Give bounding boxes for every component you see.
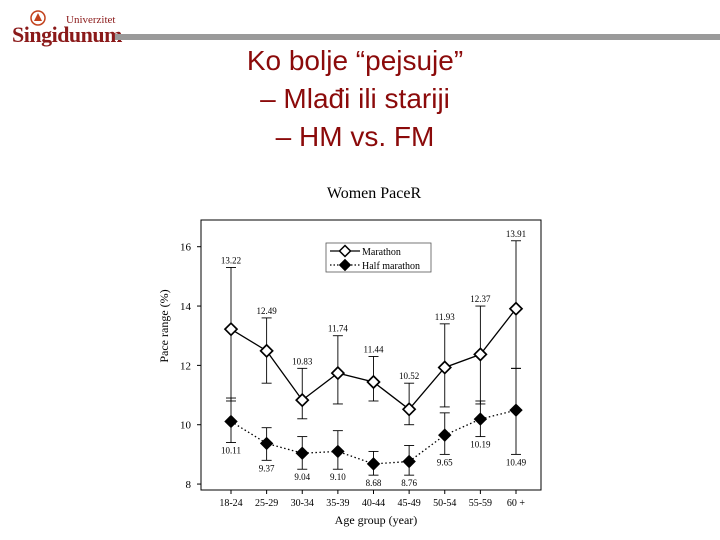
marathon-data-label: 11.74 — [328, 324, 348, 334]
slide-title-line-1: Ko bolje “pejsuje” — [246, 45, 464, 76]
y-axis-label: Pace range (%) — [157, 289, 171, 362]
marathon-point — [223, 321, 239, 337]
half-marathon-point — [366, 457, 381, 471]
marathon-data-label: 11.44 — [364, 344, 384, 354]
university-emblem-icon — [30, 10, 46, 26]
y-tick-label: 16 — [180, 242, 192, 254]
x-tick-label: 35-39 — [326, 498, 349, 509]
chart-legend: Marathon Half marathon — [325, 242, 432, 273]
marathon-point — [508, 301, 524, 316]
slide-title-line-3: – HM vs. FM — [275, 121, 435, 152]
half-marathon-point — [295, 446, 309, 460]
half-marathon-data-label: 10.19 — [470, 440, 491, 450]
x-tick-label: 50-54 — [433, 498, 456, 509]
half-marathon-data-label: 10.49 — [506, 457, 527, 467]
y-tick-label: 8 — [186, 479, 192, 491]
half-marathon-data-label: 8.68 — [366, 478, 382, 488]
x-tick-label: 55-59 — [469, 498, 492, 509]
half-marathon-point — [509, 403, 523, 417]
marathon-point — [437, 360, 452, 375]
marathon-point — [295, 392, 310, 408]
marathon-point — [473, 347, 488, 362]
half-marathon-point — [224, 414, 238, 429]
logo-small-text: Univerzitet — [66, 14, 116, 26]
x-axis-label: Age group (year) — [335, 513, 418, 527]
half-marathon-point — [259, 436, 274, 451]
marathon-point — [259, 343, 274, 359]
y-tick-label: 10 — [180, 420, 192, 432]
marathon-data-label: 13.91 — [506, 229, 526, 239]
legend-marathon-marker — [338, 244, 352, 258]
half-marathon-point — [473, 412, 488, 426]
plot-area: 8 10 12 14 16 18-24 25-29 30-34 35-39 40-44 45-49 5… — [180, 219, 542, 509]
y-tick-label: 14 — [180, 301, 192, 313]
marathon-data-label: 12.37 — [470, 294, 491, 304]
marathon-data-label: 10.52 — [399, 371, 419, 381]
x-tick-label: 30-34 — [291, 498, 314, 509]
half-marathon-data-label: 9.65 — [437, 457, 453, 467]
chart-title: Women PaceR — [327, 185, 422, 202]
legend-marathon-label: Marathon — [362, 247, 401, 258]
x-tick-label: 25-29 — [255, 498, 278, 509]
half-marathon-data-label: 9.37 — [259, 463, 275, 473]
half-marathon-data-label: 8.76 — [401, 478, 417, 488]
x-tick-label: 60 + — [507, 498, 526, 509]
marathon-point — [366, 374, 381, 390]
marathon-data-label: 10.83 — [292, 356, 313, 366]
marathon-data-label: 11.93 — [435, 312, 455, 322]
half-marathon-data-label: 9.10 — [330, 472, 346, 482]
half-marathon-data-label: 10.11 — [221, 446, 241, 456]
y-tick-label: 12 — [180, 360, 191, 372]
legend-half-marathon-label: Half marathon — [362, 261, 420, 272]
half-marathon-data-label: 9.04 — [294, 472, 310, 482]
slide-title: Ko bolje “pejsuje” – Mlađi ili stariji –… — [190, 42, 520, 156]
logo-big-text: Singidunum — [12, 22, 122, 47]
university-logo: Univerzitet Singidunum — [8, 8, 122, 48]
x-tick-label: 40-44 — [362, 498, 385, 509]
half-marathon-point — [331, 444, 345, 459]
marathon-data-label: 13.22 — [221, 255, 241, 265]
half-marathon-point — [402, 454, 416, 469]
half-marathon-point — [438, 428, 452, 442]
marathon-point — [401, 402, 417, 417]
header-divider — [115, 34, 720, 40]
marathon-point — [330, 365, 346, 381]
x-tick-label: 18-24 — [219, 498, 242, 509]
plot-frame — [200, 219, 542, 491]
legend-half-marathon-marker — [338, 258, 352, 272]
marathon-data-label: 12.49 — [257, 306, 278, 316]
x-tick-label: 45-49 — [397, 498, 420, 509]
slide-title-line-2: – Mlađi ili stariji — [260, 83, 450, 114]
pace-range-chart: Women PaceR Pace range (%) Age group (ye… — [157, 185, 542, 527]
